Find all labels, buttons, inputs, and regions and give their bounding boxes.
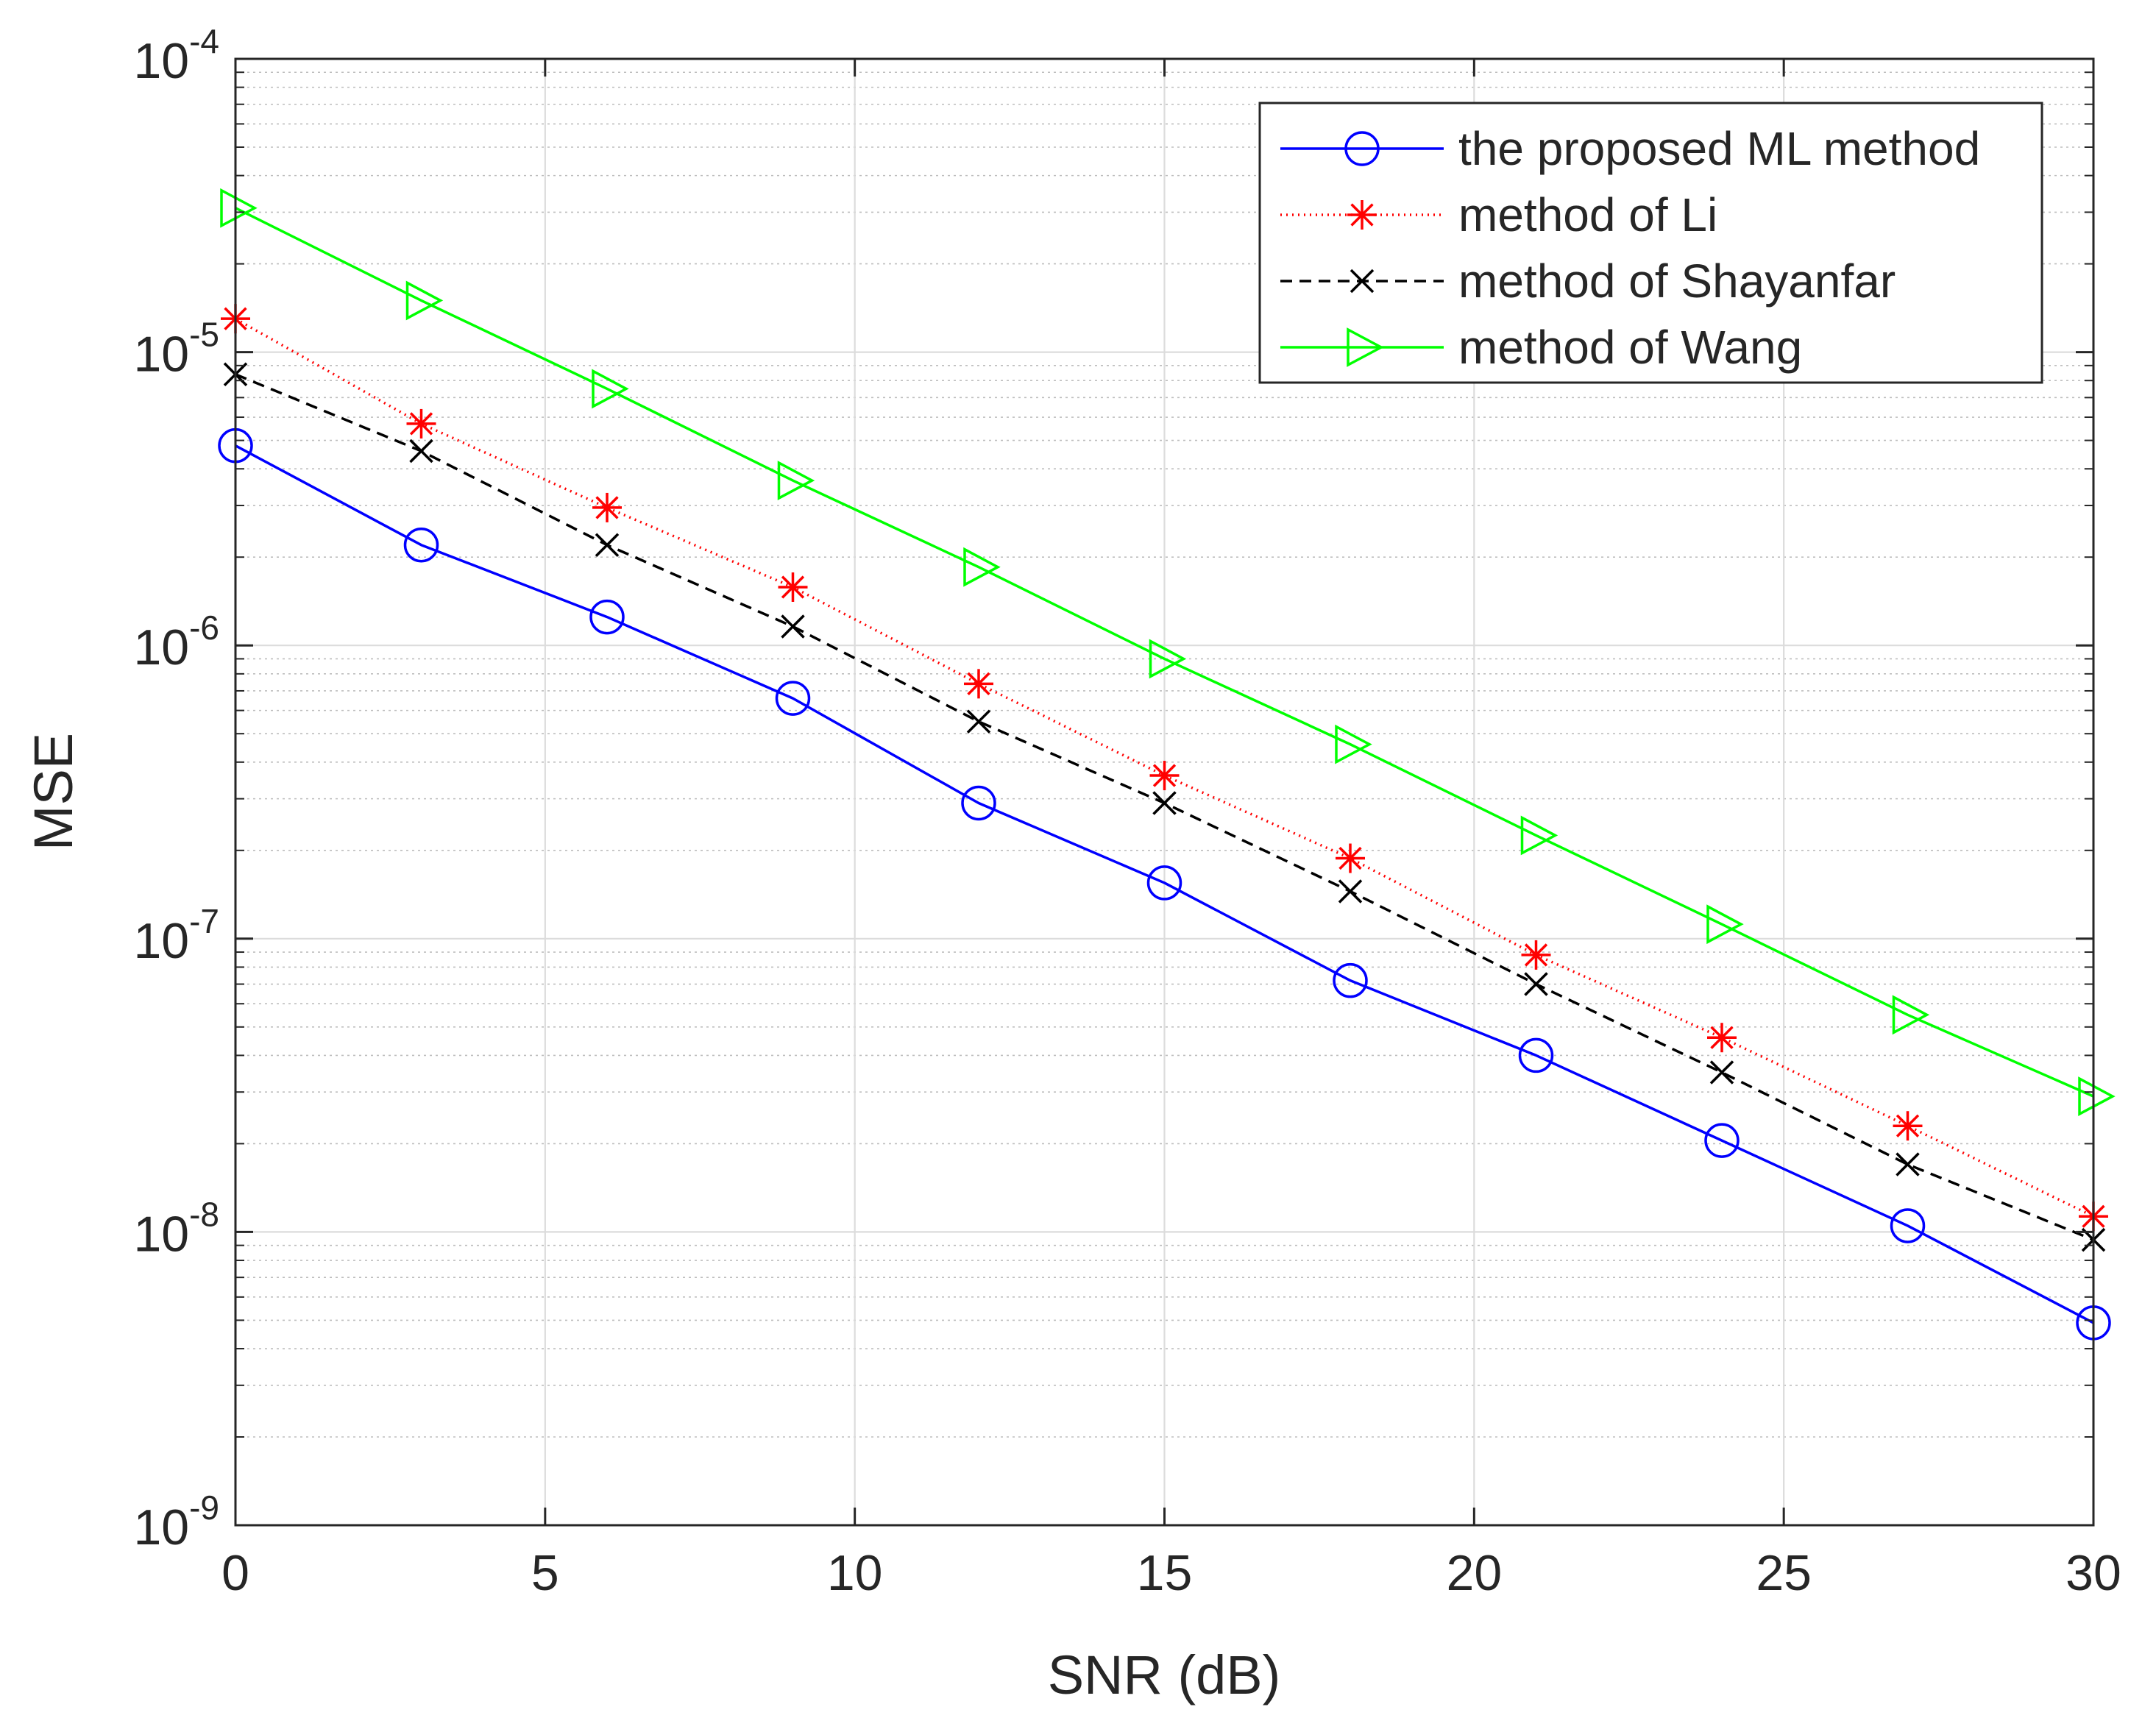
data-point-triangle (1706, 904, 1744, 945)
data-point-x (1338, 879, 1363, 904)
x-tick-label: 30 (2065, 1545, 2121, 1601)
legend-item: method of Li (1280, 188, 1717, 241)
data-point-circle (961, 785, 996, 821)
asterisk-stroke (1338, 846, 1362, 870)
x-axis-label: SNR (dB) (1048, 1644, 1281, 1705)
x-stroke (1896, 1152, 1920, 1176)
series-the-proposed-ml-method (218, 427, 2111, 1341)
data-point-triangle (1335, 724, 1372, 764)
y-tick-label: 10-9 (133, 1488, 219, 1555)
asterisk-stroke (409, 412, 433, 436)
data-point-circle (1704, 1123, 1740, 1158)
x-tick-label: 0 (221, 1545, 249, 1601)
data-point-asterisk (1347, 200, 1377, 230)
data-point-circle (1890, 1208, 1926, 1243)
data-point-triangle (592, 369, 629, 409)
legend-label: method of Wang (1458, 321, 1802, 374)
data-point-circle (589, 599, 625, 635)
data-point-x (1350, 269, 1375, 294)
asterisk-stroke (1152, 764, 1177, 787)
data-point-x (781, 614, 805, 639)
data-point-triangle (963, 547, 1001, 587)
data-point-asterisk (778, 572, 808, 603)
data-point-asterisk (1707, 1023, 1737, 1053)
data-point-triangle (1520, 815, 1559, 856)
data-point-x (595, 533, 620, 557)
data-point-triangle (2078, 1076, 2116, 1117)
legend: the proposed ML method method of Li method… (1258, 102, 2043, 384)
data-point-asterisk (964, 669, 993, 699)
legend-label: method of Shayanfar (1458, 255, 1896, 308)
y-tick-label: 10-7 (133, 902, 219, 969)
y-tick-label: 10-5 (133, 316, 219, 383)
x-stroke (1338, 879, 1363, 904)
x-tick-label: 20 (1447, 1545, 1503, 1601)
x-stroke (1709, 1060, 1734, 1085)
asterisk-stroke (1524, 943, 1548, 967)
y-axis-label: MSE (23, 733, 84, 851)
legend-item: the proposed ML method (1280, 122, 1980, 175)
data-point-circle (403, 527, 439, 563)
x-stroke (966, 709, 991, 734)
data-point-triangle (1892, 995, 1930, 1035)
legend-label: the proposed ML method (1458, 122, 1980, 175)
y-tick-label: 10-6 (133, 608, 219, 675)
data-point-x (966, 709, 991, 734)
x-stroke (595, 533, 620, 557)
data-point-x (1152, 791, 1177, 815)
data-point-triangle (220, 188, 258, 228)
data-point-asterisk (1893, 1111, 1923, 1141)
legend-item: method of Wang (1280, 321, 1802, 374)
asterisk-stroke (1350, 203, 1374, 227)
x-tick-label: 10 (827, 1545, 883, 1601)
data-point-asterisk (1149, 761, 1180, 791)
x-stroke (1152, 791, 1177, 815)
data-point-asterisk (592, 492, 622, 522)
legend-item: method of Shayanfar (1280, 255, 1896, 308)
series-method-of-shayanfar (223, 362, 2106, 1252)
series-layer (218, 188, 2116, 1341)
data-point-asterisk (1521, 940, 1551, 970)
data-point-triangle (405, 280, 444, 321)
y-tick-label: 10-4 (133, 22, 219, 89)
data-point-circle (1333, 962, 1368, 998)
series-line (235, 444, 2094, 1324)
x-tick-label: 5 (531, 1545, 559, 1601)
data-point-circle (1146, 865, 1182, 901)
axis-ticks (234, 57, 2095, 1527)
data-point-circle (1518, 1037, 1554, 1073)
data-point-triangle (1347, 327, 1384, 367)
x-axis-tick-labels: 0 5 10 15 20 25 30 (221, 1545, 2121, 1601)
data-point-x (1896, 1152, 1920, 1176)
data-point-circle (775, 681, 811, 716)
data-point-triangle (1149, 639, 1187, 679)
data-point-x (1709, 1060, 1734, 1085)
series-method-of-wang (220, 188, 2116, 1117)
asterisk-stroke (781, 575, 805, 599)
data-point-asterisk (1336, 843, 1365, 873)
asterisk-stroke (1710, 1026, 1734, 1049)
legend-label: method of Li (1458, 188, 1717, 241)
asterisk-stroke (967, 672, 990, 695)
data-point-triangle (777, 461, 815, 500)
x-tick-label: 15 (1137, 1545, 1193, 1601)
data-point-circle (1344, 131, 1380, 166)
asterisk-stroke (1896, 1114, 1920, 1137)
series-line (235, 207, 2094, 1098)
y-tick-label: 10-8 (133, 1195, 219, 1262)
x-stroke (781, 614, 805, 639)
x-stroke (1524, 972, 1548, 996)
x-stroke (409, 439, 433, 464)
asterisk-stroke (595, 496, 619, 519)
data-point-x (409, 439, 433, 464)
data-point-asterisk (406, 408, 436, 439)
x-stroke (1350, 269, 1375, 294)
x-tick-label: 25 (1756, 1545, 1812, 1601)
y-axis-tick-labels: 10-9 10-8 10-7 10-6 10-5 10-4 (133, 22, 219, 1555)
data-point-x (1524, 972, 1548, 996)
